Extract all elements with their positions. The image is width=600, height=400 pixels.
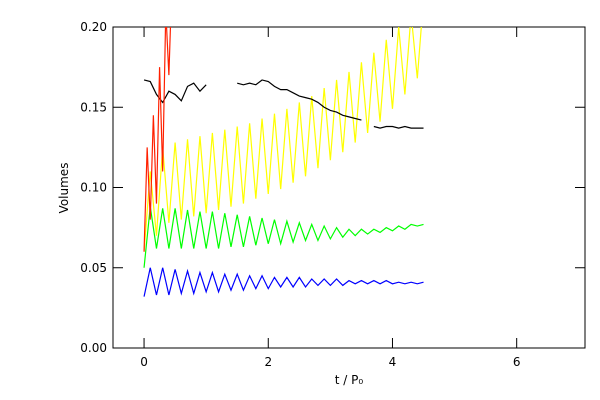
y-tick-label: 0.15: [80, 100, 107, 114]
x-tick-label: 6: [513, 355, 521, 369]
data-line: [143, 27, 422, 252]
y-tick-label: 0.05: [80, 261, 107, 275]
plot-area: [143, 27, 424, 297]
x-tick-label: 0: [140, 355, 148, 369]
y-tick-label: 0.10: [80, 181, 107, 195]
y-tick-label: 0.20: [80, 20, 107, 34]
x-tick-label: 2: [264, 355, 272, 369]
y-tick-label: 0.00: [80, 341, 107, 355]
x-tick-label: 4: [389, 355, 397, 369]
data-line: [143, 27, 172, 252]
x-axis-label: t / P₀: [335, 373, 364, 387]
y-axis-label: Volumes: [57, 163, 71, 214]
data-line: [143, 267, 424, 297]
data-line: [143, 206, 424, 268]
data-line: [143, 79, 424, 129]
